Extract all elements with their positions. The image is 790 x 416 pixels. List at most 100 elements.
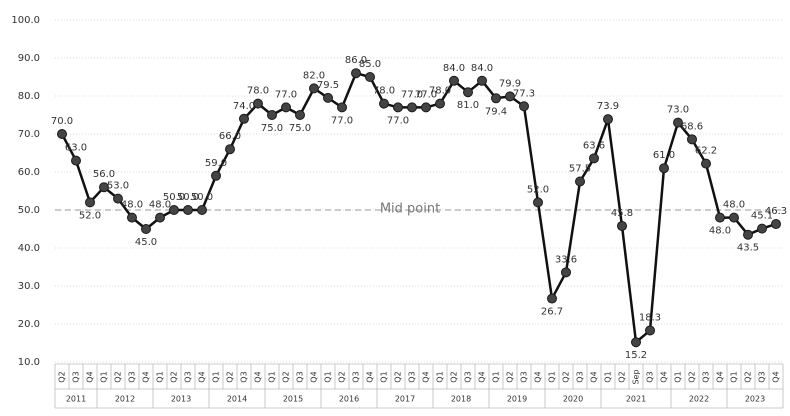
year-label: 2015 [283, 395, 303, 404]
marker [533, 197, 543, 208]
data-label: 75.0 [261, 123, 283, 134]
data-label: 48.0 [709, 226, 731, 237]
x-tick-label: Q3 [758, 371, 767, 382]
marker [393, 102, 403, 113]
x-tick-label: Q3 [408, 371, 417, 382]
data-label: 79.9 [499, 78, 521, 89]
marker [239, 113, 249, 124]
data-label: 63.6 [583, 140, 605, 151]
data-label: 81.0 [457, 100, 479, 111]
x-tick-label: Q1 [100, 371, 109, 382]
x-tick-label: Q4 [660, 371, 669, 382]
x-tick-label: Q3 [520, 371, 529, 382]
data-label: 45.1 [751, 211, 773, 222]
marker [379, 98, 389, 109]
x-tick-label: Q1 [212, 371, 221, 382]
data-label: 78.0 [373, 86, 395, 97]
marker [169, 205, 179, 215]
data-label: 61.0 [653, 150, 675, 161]
year-label: 2023 [745, 395, 765, 404]
data-label: 52.0 [527, 184, 549, 195]
year-label: 2019 [507, 395, 527, 404]
marker [561, 267, 571, 278]
marker [295, 110, 305, 120]
x-tick-label: Q2 [170, 371, 179, 382]
marker [673, 117, 683, 128]
marker [659, 163, 669, 174]
x-tick-label: Q4 [534, 371, 543, 382]
marker [687, 134, 697, 145]
data-label: 79.5 [317, 80, 339, 91]
x-tick-label: Q1 [436, 371, 445, 382]
marker [141, 224, 151, 234]
marker [211, 170, 221, 181]
data-label: 82.0 [303, 70, 325, 81]
marker [281, 102, 291, 113]
marker [421, 102, 431, 113]
y-tick-label: 60.0 [18, 167, 40, 178]
x-tick-label: Q3 [296, 371, 305, 382]
data-label: 48.0 [149, 200, 171, 211]
data-label: 50.0 [163, 192, 185, 203]
x-tick-label: Q4 [366, 371, 375, 382]
marker [645, 325, 655, 336]
y-tick-label: 10.0 [18, 357, 40, 368]
marker [225, 144, 235, 155]
data-label: 77.0 [415, 89, 437, 100]
data-label: 46.3 [765, 206, 787, 217]
x-tick-label: Q3 [240, 371, 249, 382]
x-tick-label: Q2 [744, 371, 753, 382]
marker [617, 220, 627, 231]
y-tick-label: 20.0 [18, 319, 40, 330]
data-label: 66.0 [219, 131, 241, 142]
year-label: 2021 [626, 395, 646, 404]
x-tick-label: Q1 [156, 371, 165, 382]
x-tick-label: Q2 [338, 371, 347, 382]
year-label: 2013 [171, 395, 191, 404]
marker [715, 212, 725, 223]
data-label: 84.0 [471, 63, 493, 74]
data-label: 50.0 [177, 192, 199, 203]
marker [505, 91, 515, 102]
x-tick-label: Q3 [702, 371, 711, 382]
marker [407, 102, 417, 113]
x-tick-label: Q4 [772, 371, 781, 382]
x-tick-label: Q4 [86, 371, 95, 382]
x-tick-label: Q3 [352, 371, 361, 382]
data-label: 84.0 [443, 63, 465, 74]
data-label: 86.0 [345, 55, 367, 66]
x-tick-label: Sep [632, 369, 641, 384]
marker [449, 75, 459, 86]
data-label: 63.0 [65, 143, 87, 154]
data-label: 43.5 [737, 243, 759, 254]
data-label: 53.0 [107, 181, 129, 192]
year-label: 2020 [563, 395, 583, 404]
marker [575, 176, 585, 187]
marker [197, 205, 207, 215]
year-label: 2014 [227, 395, 247, 404]
data-label: 50.0 [191, 192, 213, 203]
data-label: 77.3 [513, 88, 535, 99]
data-label: 48.0 [723, 200, 745, 211]
marker [463, 87, 473, 98]
marker [701, 158, 711, 169]
x-tick-label: Q2 [114, 371, 123, 382]
data-label: 78.0 [247, 86, 269, 97]
marker [127, 212, 137, 223]
marker [743, 229, 753, 240]
y-tick-label: 80.0 [18, 91, 40, 102]
x-tick-label: Q4 [716, 371, 725, 382]
x-tick-label: Q1 [380, 371, 389, 382]
marker [337, 102, 347, 113]
data-label: 59.0 [205, 158, 227, 169]
x-tick-label: Q2 [562, 371, 571, 382]
x-tick-label: Q1 [604, 371, 613, 382]
data-label: 56.0 [93, 169, 115, 180]
marker [323, 92, 333, 103]
data-label: 45.0 [135, 237, 157, 248]
x-tick-label: Q2 [282, 371, 291, 382]
data-label: 57.5 [569, 164, 591, 175]
x-tick-label: Q3 [646, 371, 655, 382]
y-tick-label: 30.0 [18, 281, 40, 292]
